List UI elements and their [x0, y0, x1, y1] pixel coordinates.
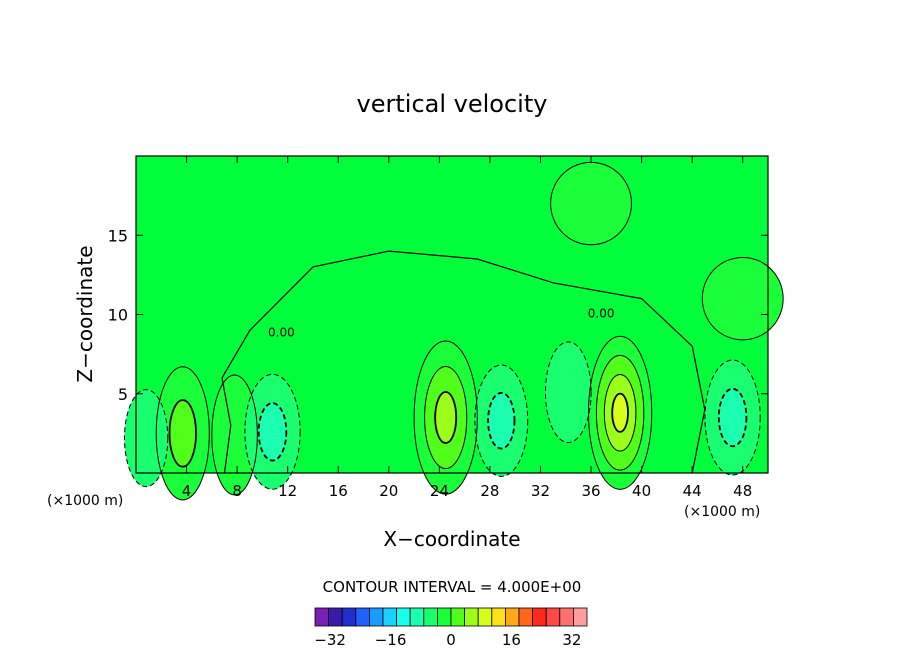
- x-tick-label: 4: [182, 482, 192, 500]
- colorbar-swatch: [355, 607, 370, 627]
- negative-contour-line: [123, 389, 169, 488]
- zero-contour-line: [221, 250, 706, 474]
- positive-contour-line: [413, 340, 478, 495]
- colorbar-swatch: [573, 607, 588, 627]
- colorbar: −32 −16 0 16 32: [314, 607, 588, 649]
- contour-interval-text: CONTOUR INTERVAL = 4.000E+00: [323, 578, 582, 596]
- x-tick-label: 48: [733, 482, 752, 500]
- contour-line-layer: [123, 161, 784, 501]
- colorbar-swatch: [518, 607, 534, 627]
- contour-band: [211, 375, 258, 495]
- colorbar-swatch: [328, 607, 343, 627]
- contour-band: [435, 392, 457, 444]
- positive-contour-line: [611, 392, 629, 433]
- colorbar-swatch: [314, 607, 330, 627]
- colorbar-swatch: [464, 607, 479, 627]
- contour-fill-layer: [124, 162, 784, 500]
- x-axis: 4 8 12 16 20 24 28 32 36 40 44 48: [182, 156, 752, 500]
- y-tick-label: 5: [118, 385, 128, 404]
- x-tick-label: 44: [683, 482, 702, 500]
- x-axis-label: X−coordinate: [383, 527, 520, 551]
- positive-contour-line: [434, 391, 458, 444]
- colorbar-swatch: [491, 607, 506, 627]
- colorbar-swatch: [409, 607, 425, 627]
- colorbar-swatch: [368, 607, 384, 627]
- y-tick-label: 15: [108, 226, 128, 245]
- colorbar-tick-label: 16: [502, 631, 521, 649]
- positive-contour-line: [424, 365, 468, 470]
- x-unit-label-left: (×1000 m): [47, 493, 123, 509]
- positive-contour-line: [155, 366, 210, 501]
- positive-contour-line: [588, 335, 653, 490]
- colorbar-swatch: [341, 607, 357, 627]
- x-tick-label: 36: [581, 482, 600, 500]
- contour-band: [550, 162, 632, 245]
- negative-contour-line: [717, 387, 748, 448]
- positive-contour-line: [168, 399, 197, 468]
- x-unit-label-right: (×1000 m): [684, 504, 760, 520]
- colorbar-swatch: [504, 607, 520, 627]
- negative-contour-line: [244, 373, 301, 490]
- x-tick-label: 12: [278, 482, 297, 500]
- plot-area: 0.00 0.00: [123, 155, 784, 501]
- x-tick-label: 24: [430, 482, 449, 500]
- colorbar-swatch: [532, 607, 547, 627]
- y-axis: 5 10 15: [108, 226, 768, 404]
- colorbar-tick-label: 0: [446, 631, 456, 649]
- contour-band: [545, 341, 592, 443]
- negative-contour-line: [544, 341, 592, 443]
- x-tick-label: 16: [329, 482, 348, 500]
- chart-title: vertical velocity: [357, 90, 548, 118]
- negative-contour-line: [474, 364, 529, 477]
- contour-band: [612, 393, 629, 432]
- y-tick-label: 10: [108, 306, 128, 325]
- contour-band: [702, 257, 784, 340]
- colorbar-swatch: [545, 607, 561, 627]
- y-axis-label: Z−coordinate: [73, 245, 97, 382]
- x-tick-label: 20: [379, 482, 398, 500]
- contour-band: [488, 392, 515, 449]
- colorbar-swatch: [423, 607, 438, 627]
- colorbar-swatch: [382, 607, 398, 627]
- positive-contour-line: [701, 256, 784, 341]
- colorbar-swatch: [436, 607, 452, 627]
- contour-label-layer: 0.00 0.00: [268, 307, 615, 340]
- contour-band: [258, 403, 287, 461]
- contour-band: [718, 388, 747, 447]
- negative-contour-line: [257, 402, 288, 462]
- x-tick-label: 40: [632, 482, 651, 500]
- colorbar-swatch: [396, 607, 411, 627]
- colorbar-swatch: [477, 607, 493, 627]
- colorbar-swatch: [450, 607, 466, 627]
- x-tick-label: 32: [531, 482, 550, 500]
- colorbar-tick-label: −16: [375, 631, 407, 649]
- negative-contour-line: [704, 359, 761, 476]
- positive-contour-line: [603, 373, 637, 452]
- colorbar-swatch: [559, 607, 574, 627]
- contour-band: [169, 400, 197, 467]
- negative-contour-line: [487, 391, 516, 450]
- positive-contour-line: [211, 374, 258, 496]
- contour-line-label: 0.00: [268, 326, 295, 340]
- contour-line-label: 0.00: [588, 307, 615, 321]
- colorbar-tick-label: −32: [314, 631, 346, 649]
- positive-contour-line: [595, 354, 645, 471]
- x-tick-label: 28: [480, 482, 499, 500]
- colorbar-tick-label: 32: [562, 631, 581, 649]
- x-tick-label: 8: [232, 482, 242, 500]
